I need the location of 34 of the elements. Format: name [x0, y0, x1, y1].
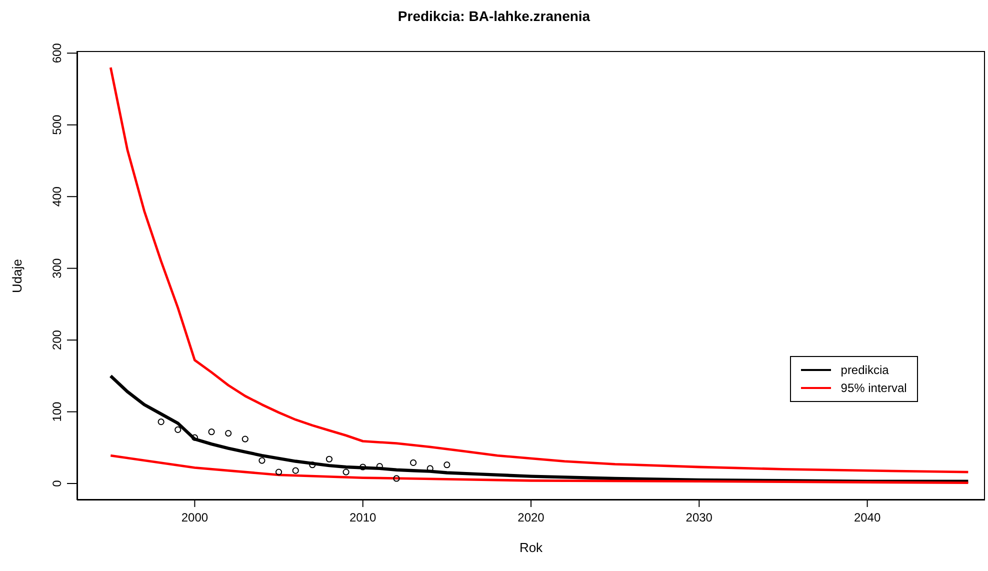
- point: [444, 462, 450, 468]
- legend-label: predikcia: [840, 363, 889, 378]
- point: [342, 468, 350, 476]
- x-axis-title: Rok: [518, 540, 544, 555]
- point: [275, 468, 282, 476]
- x-tick-label: 2040: [854, 510, 881, 525]
- y-tick-label: 200: [50, 330, 64, 350]
- point: [326, 456, 333, 462]
- chart-title: Predikcia: BA-lahke.zranenia: [396, 8, 592, 24]
- legend-label: 95% interval: [840, 381, 907, 396]
- point: [360, 464, 366, 470]
- point: [258, 457, 266, 464]
- point: [158, 418, 164, 426]
- point: [174, 426, 182, 434]
- point: [242, 436, 248, 442]
- y-tick-label: 0: [50, 480, 64, 487]
- y-tick-label: 300: [50, 258, 64, 278]
- x-tick-label: 2020: [518, 510, 545, 525]
- point: [292, 467, 299, 474]
- point: [410, 459, 417, 466]
- point: [191, 434, 198, 441]
- line-series: [109, 454, 970, 484]
- point: [309, 462, 316, 468]
- y-axis-title: Udaje: [10, 258, 24, 292]
- y-tick-label: 400: [50, 186, 64, 207]
- y-tick-label: 100: [50, 401, 64, 422]
- point: [393, 475, 400, 482]
- y-tick-label: 600: [50, 42, 64, 64]
- x-tick-label: 2030: [686, 510, 713, 525]
- point: [225, 430, 232, 437]
- y-tick-label: 500: [50, 114, 64, 135]
- x-tick-label: 2010: [350, 510, 377, 525]
- point: [208, 428, 215, 436]
- x-tick-label: 2000: [181, 510, 208, 525]
